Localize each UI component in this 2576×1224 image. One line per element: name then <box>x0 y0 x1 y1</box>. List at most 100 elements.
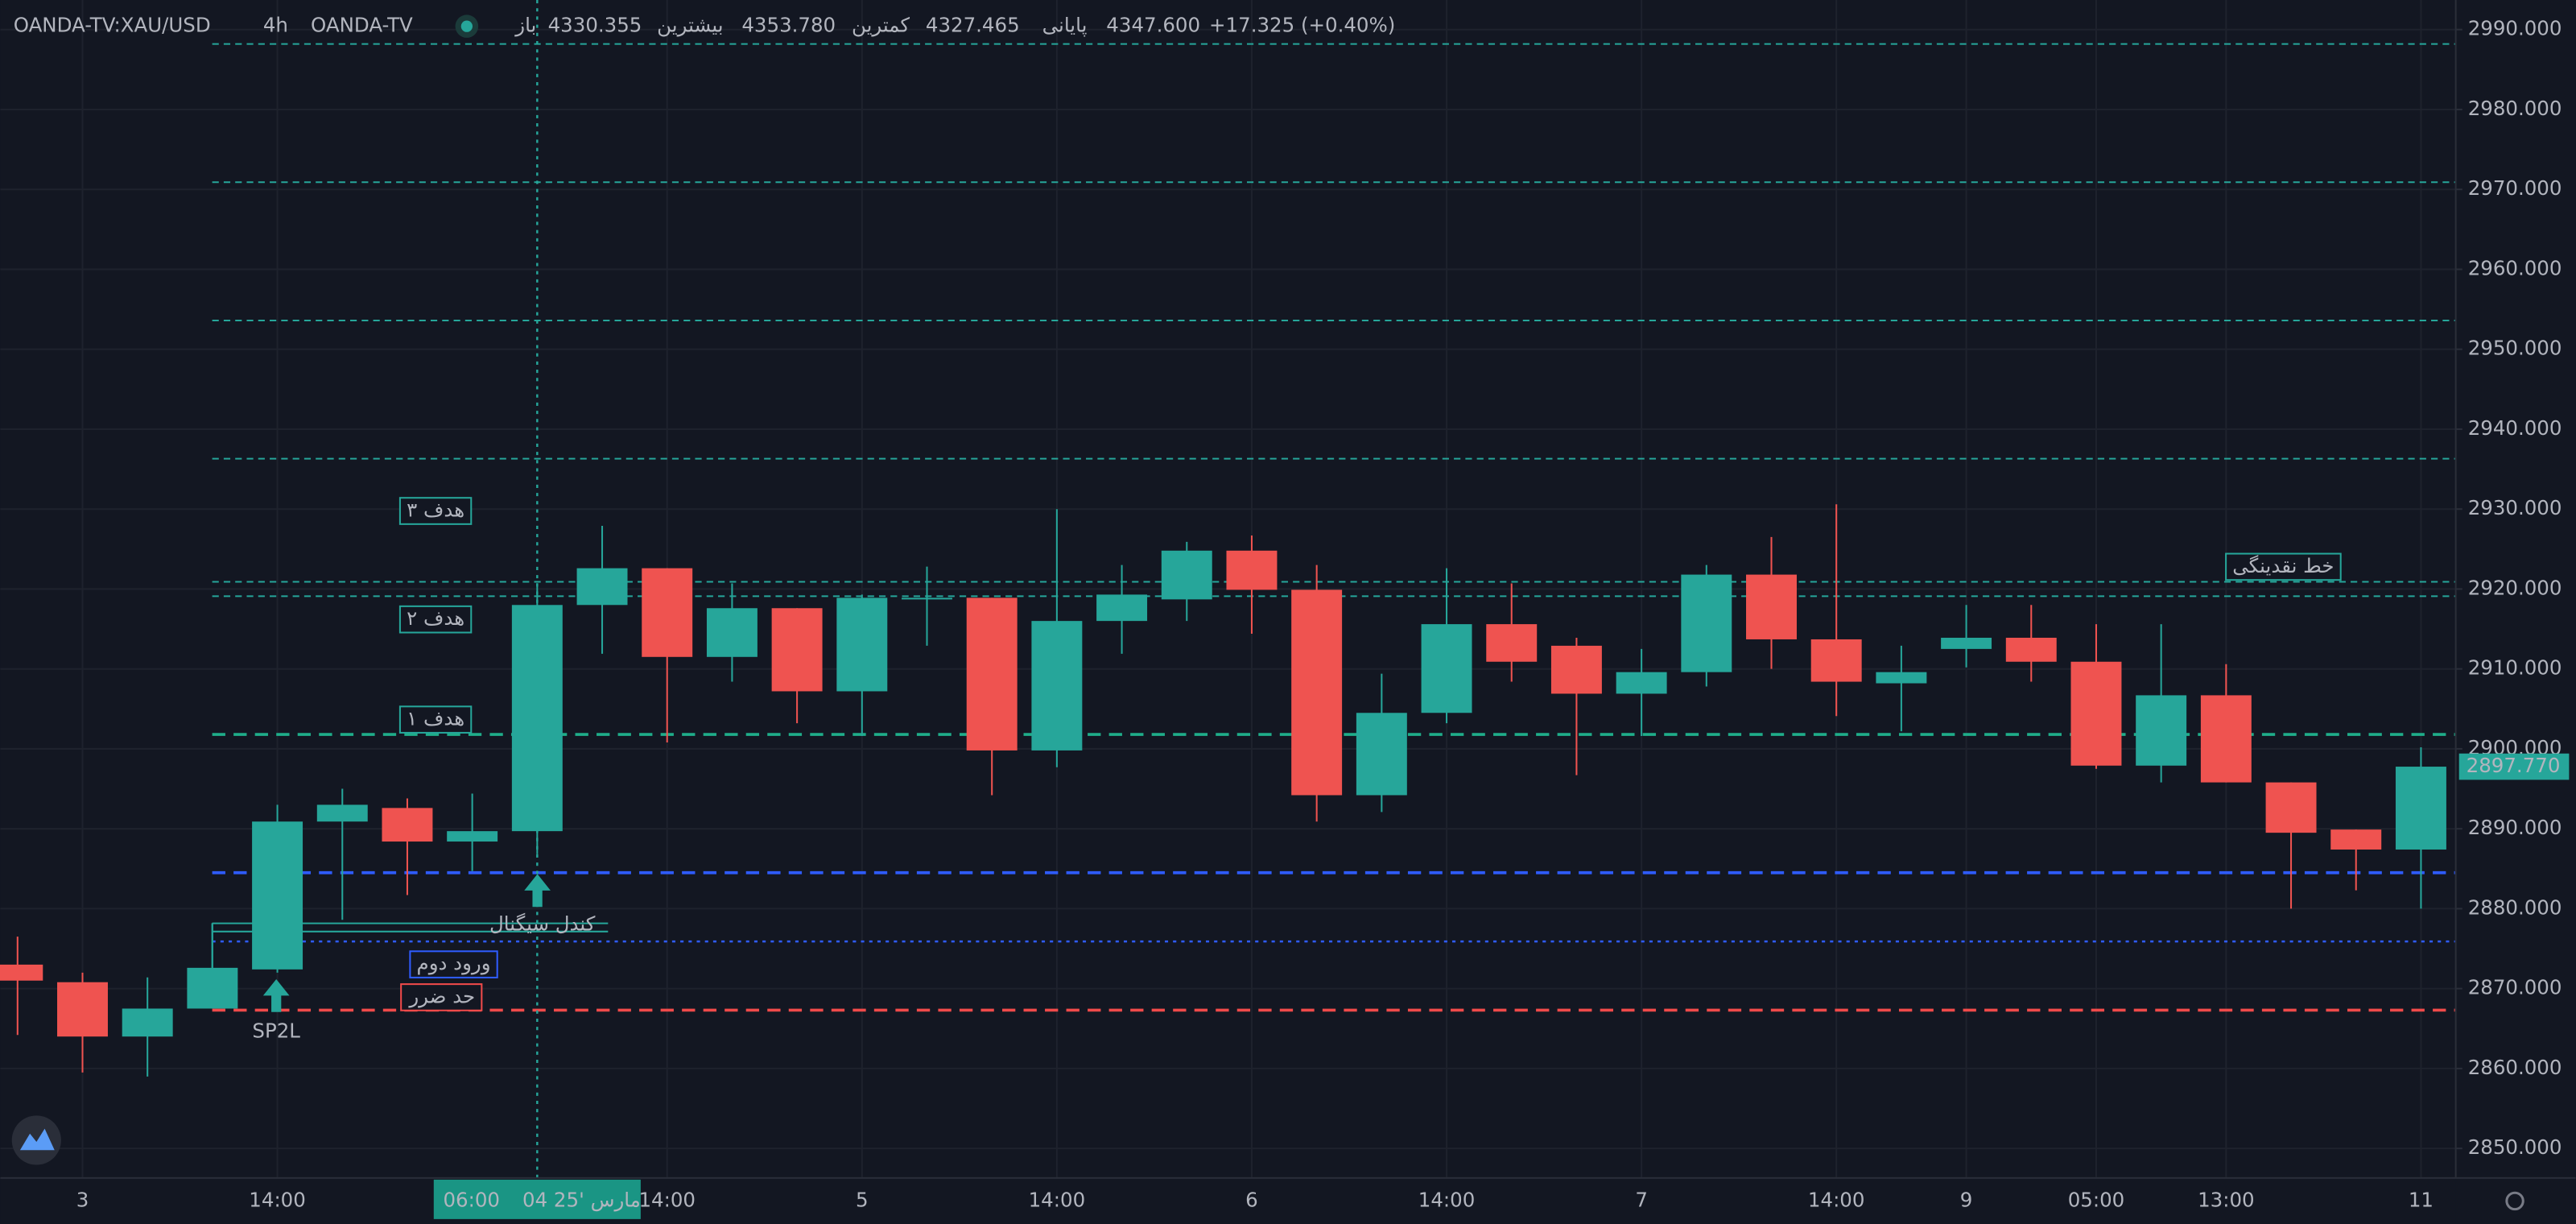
change: +17.325 (+0.40%) <box>1209 14 1395 37</box>
candle-body <box>316 804 368 822</box>
candle-body <box>2200 695 2252 783</box>
candle-body <box>966 598 1018 751</box>
last-price-tag <box>2458 753 2570 780</box>
candle-body <box>187 967 238 1009</box>
y-tick-label: 2930.000 <box>2468 496 2562 519</box>
candle-body <box>1681 574 1732 672</box>
ohlc-label: پایانی <box>1042 14 1088 37</box>
candle-body <box>706 608 758 657</box>
y-tick-label: 2850.000 <box>2468 1135 2562 1159</box>
annotation: هدف ۲ <box>407 606 464 630</box>
candle-body <box>1031 621 1083 751</box>
source: OANDA-TV <box>311 14 413 37</box>
candle-body <box>836 598 888 692</box>
x-tick-label: 14:00 <box>249 1188 306 1211</box>
symbol[interactable]: OANDA-TV:XAU/USD <box>14 14 211 37</box>
ohlc-value: 4347.600 <box>1106 14 1200 37</box>
annotation-box <box>400 983 483 1011</box>
candle-body <box>0 964 43 981</box>
annotation: ورود دوم <box>417 952 491 975</box>
y-tick-label: 2960.000 <box>2468 256 2562 279</box>
x-tick-label: 14:00 <box>1029 1188 1086 1211</box>
candle-body <box>1746 574 1797 639</box>
header: OANDA-TV:XAU/USD 4h OANDA-TV باز 4330.355… <box>14 14 1395 38</box>
candle-body <box>1550 645 1602 694</box>
x-tick-label: 5 <box>856 1188 869 1211</box>
crosshair-label-bg <box>433 1179 641 1219</box>
y-tick-label: 2910.000 <box>2468 656 2562 680</box>
ohlc-value: 4353.780 <box>741 14 836 37</box>
arrow-icon <box>262 979 290 1012</box>
x-tick-label: 7 <box>1635 1188 1648 1211</box>
candle-body <box>382 808 433 842</box>
annotation: هدف ۱ <box>407 707 464 730</box>
status-dot <box>460 20 473 32</box>
candle-body <box>1486 624 1538 662</box>
annotation-box <box>398 497 473 525</box>
annotation: کندل سیگنال <box>489 912 596 936</box>
candle-body <box>1161 550 1212 600</box>
candle-body <box>2395 767 2446 850</box>
ohlc-label: کمترین <box>852 14 910 37</box>
candle-body <box>122 1008 173 1037</box>
x-tick-label: 9 <box>1960 1188 1973 1211</box>
price-axis <box>2455 0 2576 1224</box>
annotation-box <box>398 605 473 634</box>
x-tick-label: 6 <box>1245 1188 1258 1211</box>
candle-body <box>1291 589 1343 796</box>
y-tick-label: 2990.000 <box>2468 17 2562 40</box>
candle-body <box>1421 624 1472 713</box>
annotation: SP2L <box>252 1019 300 1042</box>
candle-body <box>2330 829 2382 850</box>
ohlc-label: بیشترین <box>657 14 723 37</box>
candle-body <box>771 608 823 692</box>
logo-icon <box>19 1128 55 1151</box>
candle-body <box>576 568 628 606</box>
interval[interactable]: 4h <box>263 14 288 37</box>
candle-body <box>252 821 303 970</box>
y-tick-label: 2980.000 <box>2468 97 2562 120</box>
settings-icon[interactable] <box>2505 1191 2524 1211</box>
candle-body <box>447 831 498 842</box>
candle-body <box>1876 672 1927 684</box>
candle-body <box>1941 637 1992 649</box>
y-tick-label: 2970.000 <box>2468 176 2562 200</box>
candle-body <box>2005 637 2057 662</box>
x-tick-label: 14:00 <box>1418 1188 1476 1211</box>
x-tick-label: 14:00 <box>1808 1188 1865 1211</box>
candle-body <box>1616 672 1667 694</box>
overlay: هدف ۳ هدف ۲ هدف ۱ ورود دوم حد ضرر خط نقدینگی ک… <box>211 0 2342 1178</box>
y-tick-label: 2950.000 <box>2468 337 2562 360</box>
y-tick-label: 2890.000 <box>2468 816 2562 839</box>
axes: 2850.000 2860.000 2870.000 2880.000 2890.000… <box>76 17 2570 1219</box>
y-tick-label: 2870.000 <box>2468 976 2562 999</box>
x-tick-label: 14:00 <box>638 1188 696 1211</box>
candles <box>0 504 2446 1077</box>
x-tick-label: 3 <box>76 1188 89 1211</box>
candle-body <box>2070 661 2122 766</box>
candle-body <box>2265 782 2317 833</box>
y-tick-label: 2860.000 <box>2468 1056 2562 1079</box>
candle-body <box>1356 713 1407 796</box>
x-tick-label: 13:00 <box>2198 1188 2255 1211</box>
ohlc-label: باز <box>514 14 536 37</box>
y-tick-label: 2940.000 <box>2468 416 2562 440</box>
annotation: هدف ۳ <box>407 498 464 522</box>
y-tick-label: 2920.000 <box>2468 576 2562 599</box>
y-tick-label: 2880.000 <box>2468 895 2562 919</box>
ohlc-value: 4327.465 <box>926 14 1020 37</box>
candle-body <box>642 568 693 657</box>
annotation-box <box>409 950 498 978</box>
annotation: حد ضرر <box>407 984 475 1007</box>
x-tick-label: 11 <box>2409 1188 2434 1211</box>
logo[interactable] <box>11 1115 61 1165</box>
candle-body <box>2136 695 2187 766</box>
candle-body <box>1810 639 1862 682</box>
candle-body <box>57 982 108 1037</box>
crosshair-date: 04 مارس '25 <box>522 1188 641 1211</box>
candle-body <box>1226 550 1278 590</box>
annotation: خط نقدینگی <box>2232 554 2334 577</box>
